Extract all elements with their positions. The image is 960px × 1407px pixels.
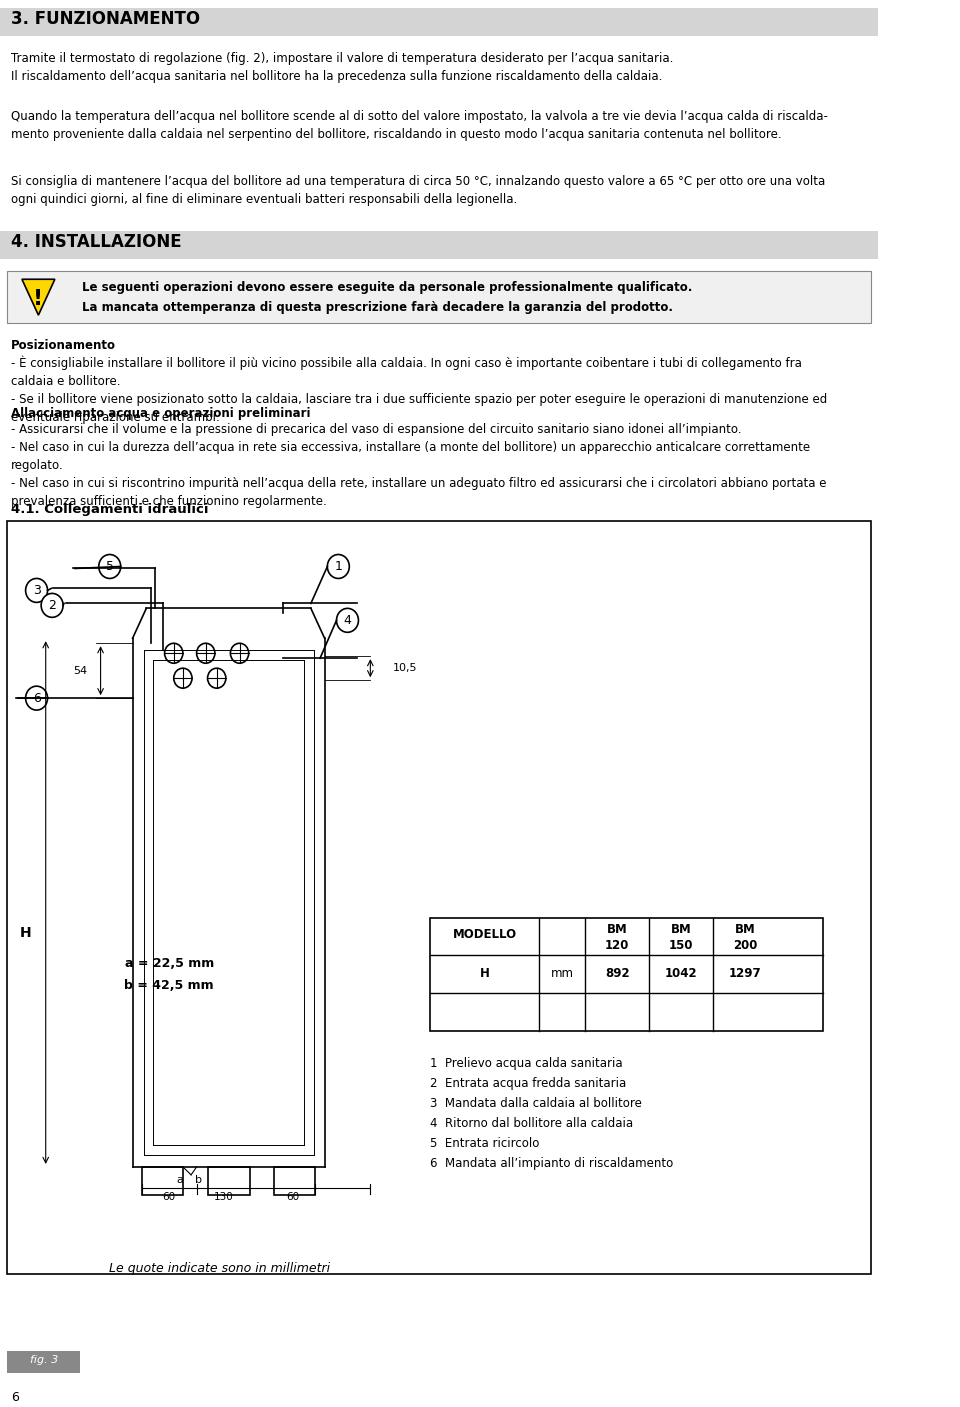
Bar <box>0 231 877 259</box>
Text: Posizionamento: Posizionamento <box>11 339 116 352</box>
Text: !: ! <box>34 288 43 310</box>
Text: 3. FUNZIONAMENTO: 3. FUNZIONAMENTO <box>11 10 200 28</box>
Text: - È consigliabile installare il bollitore il più vicino possibile alla caldaia. : - È consigliabile installare il bollitor… <box>11 355 828 424</box>
Text: a: a <box>177 1175 183 1185</box>
Text: 4. INSTALLAZIONE: 4. INSTALLAZIONE <box>11 234 181 252</box>
Text: Le seguenti operazioni devono essere eseguite da personale professionalmente qua: Le seguenti operazioni devono essere ese… <box>83 281 693 294</box>
Text: 2  Entrata acqua fredda sanitaria: 2 Entrata acqua fredda sanitaria <box>430 1078 626 1090</box>
Circle shape <box>164 643 183 663</box>
Circle shape <box>26 578 48 602</box>
Text: Quando la temperatura dell’acqua nel bollitore scende al di sotto del valore imp: Quando la temperatura dell’acqua nel bol… <box>11 110 828 141</box>
Circle shape <box>230 643 249 663</box>
Bar <box>8 521 871 1273</box>
Text: 5: 5 <box>106 560 113 573</box>
Text: 3  Mandata dalla caldaia al bollitore: 3 Mandata dalla caldaia al bollitore <box>430 1097 641 1110</box>
Bar <box>142 1166 183 1195</box>
Circle shape <box>26 687 48 711</box>
Text: 3: 3 <box>33 584 40 597</box>
Bar <box>8 1351 81 1373</box>
Text: 6: 6 <box>33 692 40 705</box>
Text: 1: 1 <box>334 560 343 573</box>
Text: BM
200: BM 200 <box>733 923 757 951</box>
Text: 60: 60 <box>162 1192 176 1202</box>
Text: b = 42,5 mm: b = 42,5 mm <box>125 979 214 992</box>
Text: MODELLO: MODELLO <box>452 927 516 940</box>
Text: - Assicurarsi che il volume e la pressione di precarica del vaso di espansione d: - Assicurarsi che il volume e la pressio… <box>11 424 827 508</box>
Polygon shape <box>22 279 55 315</box>
Text: H: H <box>20 926 32 940</box>
Text: H: H <box>480 968 490 981</box>
Bar <box>208 1166 250 1195</box>
Text: b: b <box>195 1175 202 1185</box>
Circle shape <box>197 643 215 663</box>
Text: 130: 130 <box>214 1192 234 1202</box>
Circle shape <box>99 554 121 578</box>
Text: fig. 3: fig. 3 <box>30 1355 58 1365</box>
Circle shape <box>327 554 349 578</box>
Text: 10,5: 10,5 <box>394 663 418 673</box>
Bar <box>0 8 877 37</box>
Circle shape <box>174 668 192 688</box>
Text: 4  Ritorno dal bollitore alla caldaia: 4 Ritorno dal bollitore alla caldaia <box>430 1117 633 1130</box>
Text: 4: 4 <box>344 613 351 628</box>
Circle shape <box>337 608 358 632</box>
Text: a = 22,5 mm: a = 22,5 mm <box>125 957 214 971</box>
Text: Le quote indicate sono in millimetri: Le quote indicate sono in millimetri <box>108 1262 330 1275</box>
Text: 892: 892 <box>605 968 630 981</box>
Text: mm: mm <box>551 968 574 981</box>
Text: 60: 60 <box>286 1192 300 1202</box>
Text: 1  Prelievo acqua calda sanitaria: 1 Prelievo acqua calda sanitaria <box>430 1057 622 1071</box>
Bar <box>430 917 823 1031</box>
Bar <box>8 272 871 324</box>
Text: 6: 6 <box>11 1392 19 1404</box>
Text: 1297: 1297 <box>729 968 761 981</box>
Text: BM
150: BM 150 <box>669 923 693 951</box>
Text: BM
120: BM 120 <box>605 923 630 951</box>
Text: 6  Mandata all’impianto di riscaldamento: 6 Mandata all’impianto di riscaldamento <box>430 1157 673 1169</box>
Text: 54: 54 <box>73 666 87 675</box>
Text: Allacciamento acqua e operazioni preliminari: Allacciamento acqua e operazioni prelimi… <box>11 407 310 419</box>
Text: 1042: 1042 <box>665 968 698 981</box>
Text: 2: 2 <box>48 599 56 612</box>
Circle shape <box>41 594 63 618</box>
Bar <box>275 1166 316 1195</box>
Circle shape <box>207 668 226 688</box>
Text: 5  Entrata ricircolo: 5 Entrata ricircolo <box>430 1137 540 1150</box>
Text: Tramite il termostato di regolazione (fig. 2), impostare il valore di temperatur: Tramite il termostato di regolazione (fi… <box>11 52 673 83</box>
Text: La mancata ottemperanza di questa prescrizione farà decadere la garanzia del pro: La mancata ottemperanza di questa prescr… <box>83 301 673 314</box>
Text: Si consiglia di mantenere l’acqua del bollitore ad una temperatura di circa 50 °: Si consiglia di mantenere l’acqua del bo… <box>11 174 826 205</box>
Text: 4.1. Collegamenti idraulici: 4.1. Collegamenti idraulici <box>11 502 208 515</box>
